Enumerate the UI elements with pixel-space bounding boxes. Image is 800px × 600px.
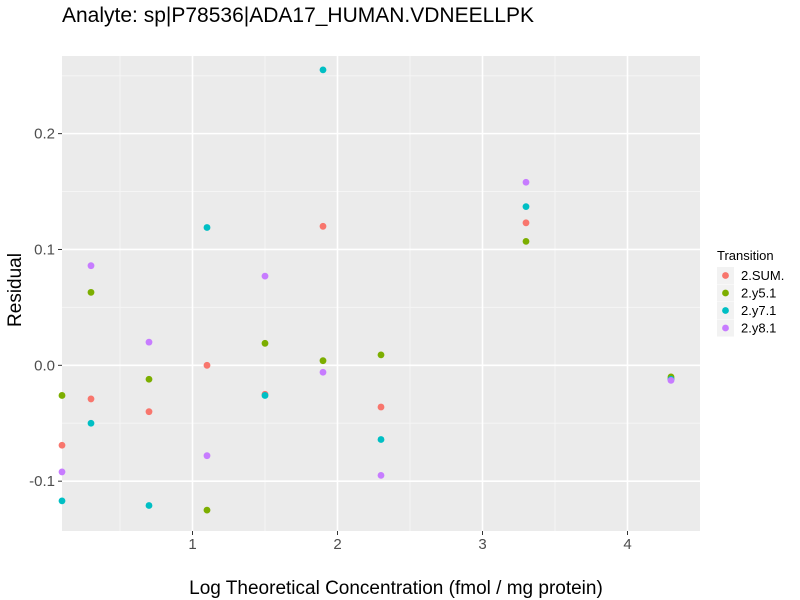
data-point xyxy=(203,224,211,231)
data-point xyxy=(377,471,385,479)
data-point xyxy=(261,272,269,280)
data-point xyxy=(319,368,327,376)
data-point xyxy=(377,403,385,411)
y-axis-title: Residual xyxy=(5,253,26,327)
x-axis: 1 2 3 4 xyxy=(188,531,632,553)
data-points xyxy=(58,66,675,514)
data-point xyxy=(319,66,327,74)
legend-label: 2.y7.1 xyxy=(741,303,776,318)
data-point xyxy=(58,441,66,449)
data-point xyxy=(87,288,95,296)
y-axis: -0.1 0.0 0.1 0.2 xyxy=(29,126,62,490)
data-point xyxy=(319,357,327,365)
data-point xyxy=(87,419,95,427)
x-tick-label: 2 xyxy=(333,536,341,553)
y-tick-label: 0.1 xyxy=(34,241,55,258)
legend-key-point xyxy=(722,307,729,314)
data-point xyxy=(522,203,530,211)
data-point xyxy=(145,408,153,416)
legend-label: 2.SUM. xyxy=(741,268,784,283)
data-point xyxy=(58,392,66,399)
data-point xyxy=(58,497,66,505)
data-point xyxy=(261,392,269,399)
plot-panel xyxy=(62,56,700,531)
y-tick-label: 0.2 xyxy=(34,126,55,143)
legend-label: 2.y5.1 xyxy=(741,286,776,301)
data-point xyxy=(145,502,153,509)
x-tick-label: 3 xyxy=(478,536,486,553)
x-axis-title: Log Theoretical Concentration (fmol / mg… xyxy=(189,578,603,599)
data-point xyxy=(667,376,675,384)
data-point xyxy=(203,452,211,460)
minor-gridlines xyxy=(62,56,700,531)
data-point xyxy=(522,237,530,245)
data-point xyxy=(319,222,327,230)
data-point xyxy=(377,436,385,443)
data-point xyxy=(203,506,211,514)
data-point xyxy=(145,375,153,383)
data-point xyxy=(377,351,385,359)
y-tick-label: 0.0 xyxy=(34,357,55,374)
data-point xyxy=(261,339,269,347)
legend-label: 2.y8.1 xyxy=(741,321,776,336)
x-tick-label: 4 xyxy=(623,536,631,553)
data-point xyxy=(58,468,66,476)
legend-key-point xyxy=(722,289,729,297)
y-tick-label: -0.1 xyxy=(29,473,55,490)
legend-title: Transition xyxy=(717,248,774,263)
data-point xyxy=(87,262,95,270)
chart-title: Analyte: sp|P78536|ADA17_HUMAN.VDNEELLPK xyxy=(62,4,534,27)
data-point xyxy=(87,395,95,403)
major-gridlines xyxy=(62,56,700,531)
data-point xyxy=(522,178,530,186)
data-point xyxy=(203,361,211,369)
legend-key-point xyxy=(722,272,729,279)
data-point xyxy=(522,219,530,227)
legend: Transition 2.SUM. 2.y5.1 2.y7.1 2.y8.1 xyxy=(717,248,784,337)
legend-key-point xyxy=(722,324,729,332)
x-tick-label: 1 xyxy=(188,536,196,553)
data-point xyxy=(145,338,153,346)
